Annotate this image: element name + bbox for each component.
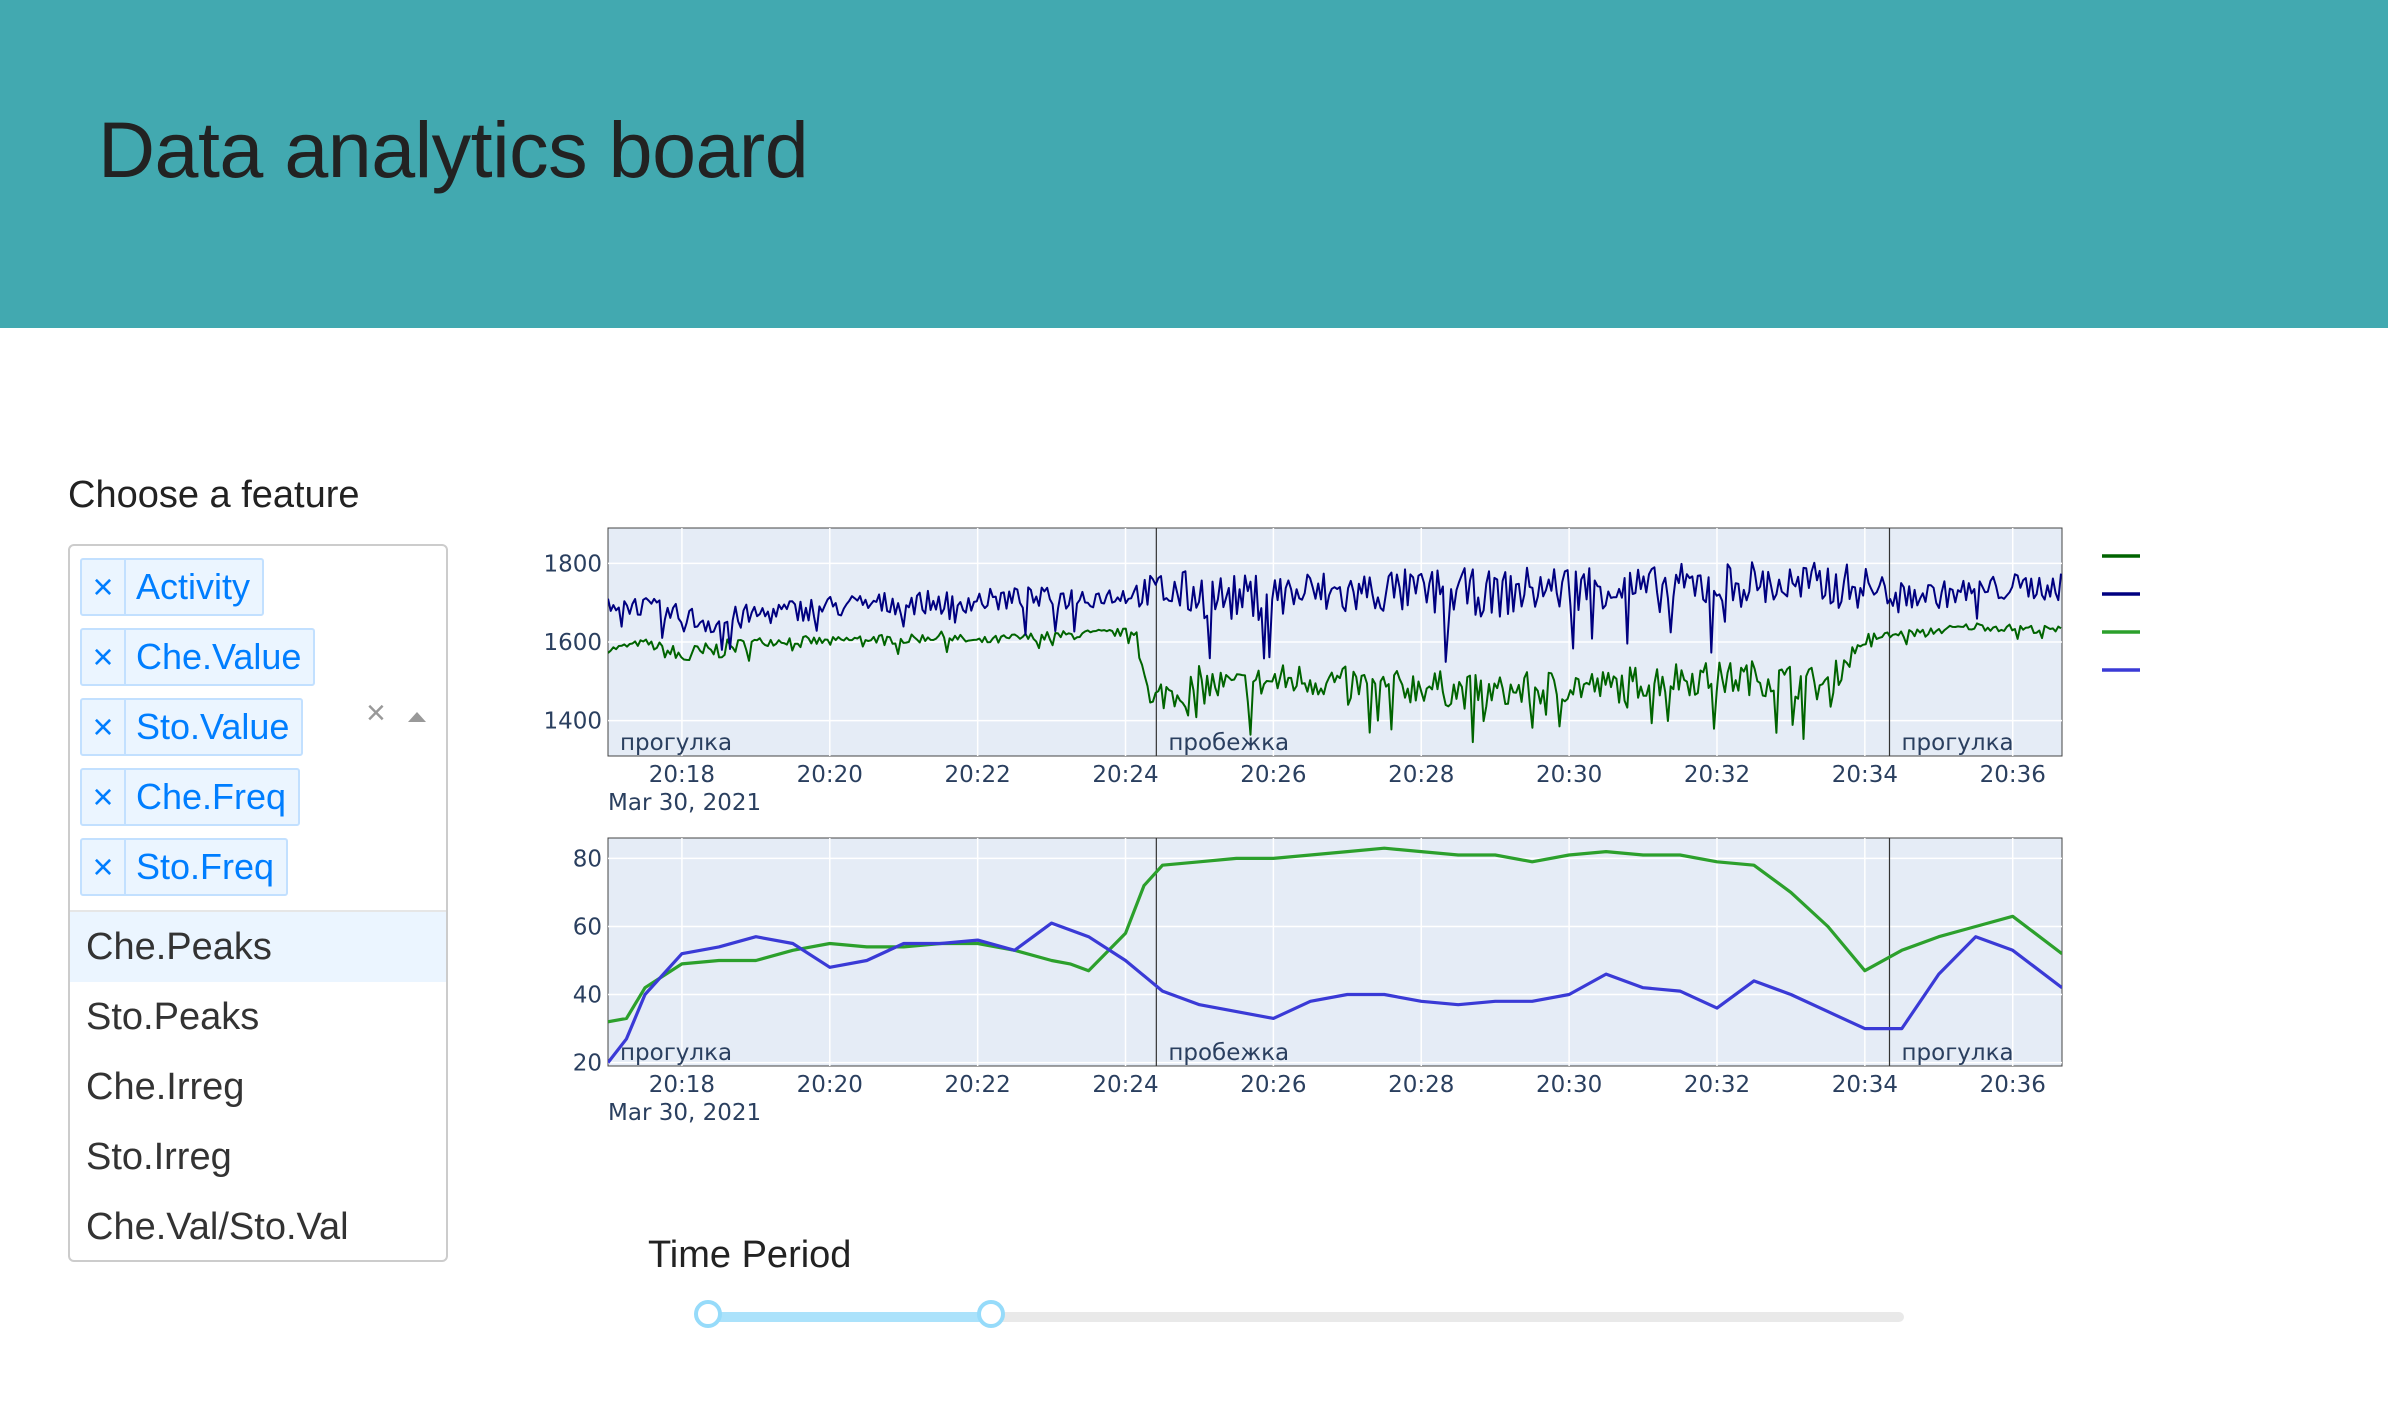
- options-menu: Che.Peaks Sto.Peaks Che.Irreg Sto.Irreg …: [70, 910, 446, 1262]
- series-line: [608, 846, 2062, 1024]
- series-line: [608, 561, 2062, 663]
- y-tick-label: 60: [573, 914, 602, 940]
- selected-tag: × Sto.Value: [80, 698, 304, 756]
- tag-label: Che.Freq: [136, 776, 287, 817]
- x-tick-label: 20:34: [1832, 762, 1898, 788]
- activity-label: пробежка: [1168, 1040, 1289, 1066]
- y-tick-label: 80: [573, 846, 602, 872]
- slider-selected-track: [708, 1312, 992, 1322]
- option-item[interactable]: Che.Val/Sto.Val: [86, 1205, 349, 1248]
- x-tick-label: 20:30: [1536, 1072, 1602, 1098]
- slider-start-handle[interactable]: [694, 1300, 722, 1328]
- x-tick-label: 20:20: [797, 1072, 863, 1098]
- selected-tag: × Che.Freq: [80, 768, 301, 826]
- tag-label: Sto.Freq: [136, 846, 275, 887]
- x-tick-label: 20:26: [1240, 762, 1306, 788]
- tag-label: Sto.Value: [136, 706, 290, 747]
- option-item[interactable]: Che.Peaks: [70, 912, 446, 982]
- remove-tag-icon[interactable]: ×: [82, 560, 126, 614]
- x-tick-label: 20:28: [1388, 1072, 1454, 1098]
- selected-tag: × Che.Value: [80, 628, 316, 686]
- activity-label: прогулка: [620, 730, 732, 756]
- time-period-slider[interactable]: [694, 1300, 1904, 1328]
- x-tick-label: 20:32: [1684, 762, 1750, 788]
- y-tick-label: 1800: [543, 551, 602, 577]
- x-tick-label: 20:28: [1388, 762, 1454, 788]
- time-series-chart[interactable]: 20:18 20:20 20:22 20:24 20:26 20:28 20:30 20:32…: [520, 510, 2287, 1150]
- slider-end-handle[interactable]: [977, 1300, 1006, 1328]
- remove-tag-icon[interactable]: ×: [82, 840, 126, 894]
- y-tick-label: 20: [573, 1051, 602, 1077]
- y-tick-label: 40: [573, 983, 602, 1009]
- x-tick-label: 20:22: [945, 762, 1011, 788]
- activity-label: прогулка: [1901, 1040, 2013, 1066]
- x-date-label: Mar 30, 2021: [608, 1100, 761, 1126]
- tag-label: Activity: [136, 566, 251, 607]
- option-item[interactable]: Che.Irreg: [86, 1065, 245, 1108]
- selected-tag: × Sto.Freq: [80, 838, 289, 896]
- x-tick-label: 20:36: [1980, 1072, 2046, 1098]
- x-tick-label: 20:26: [1240, 1072, 1306, 1098]
- feature-select-label: Choose a feature: [68, 474, 360, 516]
- x-date-label: Mar 30, 2021: [608, 790, 761, 816]
- feature-multiselect[interactable]: × Activity × Che.Value × Sto.Value × Che…: [68, 544, 448, 1262]
- series-line: [608, 622, 2062, 744]
- dropdown-arrow-icon[interactable]: [408, 712, 426, 722]
- x-tick-label: 20:32: [1684, 1072, 1750, 1098]
- option-item[interactable]: Sto.Irreg: [86, 1135, 232, 1178]
- y-tick-label: 1600: [543, 630, 602, 656]
- chart-area: 20:18 20:20 20:22 20:24 20:26 20:28 20:30 20:32…: [520, 510, 2287, 1155]
- option-item[interactable]: Sto.Peaks: [86, 995, 260, 1038]
- selected-tags: × Activity × Che.Value × Sto.Value × Che…: [80, 546, 360, 896]
- chart-panel: 20:18 20:20 20:22 20:24 20:26 20:28 20:30 20:32…: [543, 527, 2063, 816]
- chart-panel: 20:18 20:20 20:22 20:24 20:26 20:28 20:30 20:32…: [573, 837, 2063, 1126]
- x-tick-label: 20:30: [1536, 762, 1602, 788]
- remove-tag-icon[interactable]: ×: [82, 630, 126, 684]
- x-tick-label: 20:18: [649, 762, 715, 788]
- x-tick-label: 20:34: [1832, 1072, 1898, 1098]
- x-tick-label: 20:18: [649, 1072, 715, 1098]
- remove-tag-icon[interactable]: ×: [82, 700, 126, 754]
- x-tick-label: 20:24: [1092, 762, 1158, 788]
- plot-area: [607, 837, 2063, 1067]
- selected-tag: × Activity: [80, 558, 265, 616]
- x-tick-label: 20:36: [1980, 762, 2046, 788]
- series-line: [608, 921, 2062, 1064]
- activity-label: пробежка: [1168, 730, 1289, 756]
- remove-tag-icon[interactable]: ×: [82, 770, 126, 824]
- header-banner: Data analytics board: [0, 0, 2388, 328]
- page-title: Data analytics board: [98, 105, 809, 194]
- x-tick-label: 20:22: [945, 1072, 1011, 1098]
- x-tick-label: 20:24: [1092, 1072, 1158, 1098]
- tag-label: Che.Value: [136, 636, 302, 677]
- x-tick-label: 20:20: [797, 762, 863, 788]
- y-tick-label: 1400: [543, 709, 602, 735]
- activity-label: прогулка: [620, 1040, 732, 1066]
- activity-label: прогулка: [1901, 730, 2013, 756]
- time-period-label: Time Period: [648, 1234, 852, 1276]
- clear-all-icon[interactable]: ×: [366, 694, 386, 732]
